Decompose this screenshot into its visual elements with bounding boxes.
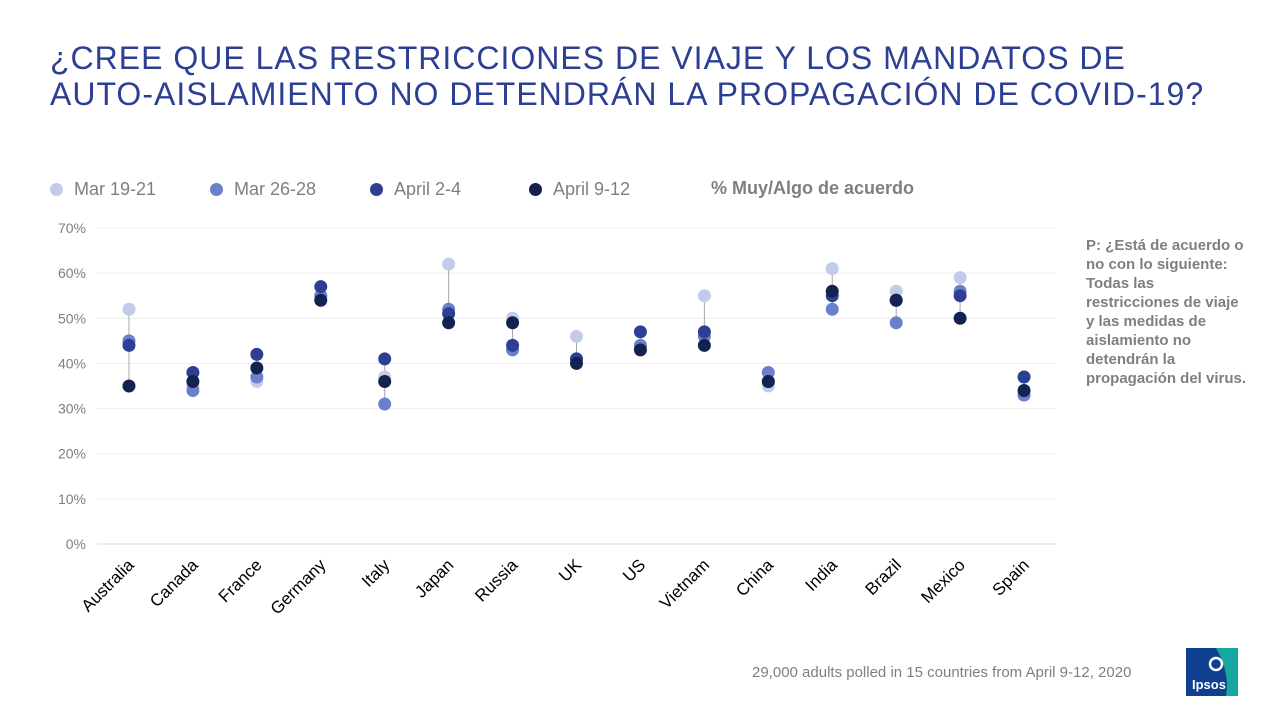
legend-item-april-2-4: April 2-4 [370, 178, 461, 200]
data-point-april-9-12-india [825, 284, 839, 298]
legend-marker [370, 182, 383, 196]
data-point-mar-26-28-france [250, 370, 264, 384]
data-point-april-9-12-italy [378, 374, 392, 388]
logo-text: Ipsos [1192, 677, 1226, 692]
data-point-april-2-4-vietnam [697, 325, 711, 339]
x-tick-label: Germany [267, 555, 330, 618]
x-tick-label: Brazil [861, 555, 904, 598]
data-point-april-9-12-china [761, 374, 775, 388]
x-tick-label: US [619, 555, 649, 585]
legend-label: Mar 26-28 [234, 178, 317, 199]
legend-item-mar-19-21: Mar 19-21 [50, 178, 156, 200]
x-tick-label: France [215, 555, 266, 606]
data-point-april-2-4-spain [1017, 370, 1031, 384]
x-tick-label: India [802, 555, 842, 595]
y-tick-label: 70% [58, 220, 86, 236]
x-tick-label: Mexico [917, 555, 969, 607]
logo-mark [1208, 656, 1224, 672]
y-tick-label: 30% [58, 401, 86, 417]
data-point-april-9-12-spain [1017, 384, 1031, 398]
legend-measure-note: % Muy/Algo de acuerdo [711, 178, 915, 198]
data-point-mar-19-21-japan [442, 257, 456, 271]
data-point-april-2-4-mexico [953, 289, 967, 303]
data-point-april-2-4-italy [378, 352, 392, 366]
data-point-april-2-4-canada [186, 365, 200, 379]
legend-label: Mar 19-21 [74, 178, 157, 199]
data-point-april-9-12-japan [442, 316, 456, 330]
data-point-mar-26-28-italy [378, 397, 392, 411]
data-point-april-2-4-australia [122, 338, 136, 352]
data-point-april-2-4-us [633, 325, 647, 339]
data-point-april-9-12-uk [570, 356, 583, 370]
x-tick-label: UK [555, 555, 586, 586]
data-point-mar-19-21-mexico [953, 271, 967, 285]
legend-marker [50, 182, 63, 196]
data-point-april-9-12-australia [122, 379, 136, 393]
data-point-mar-19-21-india [825, 262, 839, 276]
data-point-april-9-12-germany [314, 293, 328, 307]
legend-label: April 9-12 [553, 178, 631, 199]
legend-item-april-9-12: April 9-12 [529, 178, 630, 200]
x-tick-label: Spain [989, 555, 1033, 599]
legend-label: April 2-4 [394, 178, 462, 199]
data-point-april-9-12-mexico [953, 311, 967, 325]
source-note: 29,000 adults polled in 15 countries fro… [752, 664, 1132, 681]
data-point-april-2-4-japan [442, 307, 456, 321]
data-point-mar-26-28-china [761, 365, 775, 379]
data-point-april-9-12-brazil [889, 293, 903, 307]
y-tick-label: 20% [58, 446, 86, 462]
x-tick-label: Russia [471, 555, 522, 606]
data-point-april-9-12-russia [506, 316, 520, 330]
data-point-mar-26-28-brazil [889, 316, 903, 330]
ipsos-logo: Ipsos [1186, 648, 1238, 696]
legend-marker [210, 182, 223, 196]
x-tick-label: China [732, 555, 777, 600]
data-point-april-2-4-germany [314, 280, 328, 294]
y-tick-label: 50% [58, 310, 86, 326]
logo-accent [1216, 648, 1238, 696]
survey-question: P: ¿Está de acuerdo o no con lo siguient… [1086, 237, 1247, 387]
data-point-april-9-12-france [250, 361, 264, 375]
data-point-april-2-4-russia [506, 338, 520, 352]
data-point-mar-19-21-uk [570, 329, 583, 343]
x-tick-label: Italy [358, 555, 394, 591]
y-tick-label: 0% [66, 536, 86, 552]
y-tick-label: 10% [58, 491, 86, 507]
data-point-mar-19-21-brazil [889, 284, 903, 298]
x-tick-label: Vietnam [656, 555, 713, 612]
x-tick-label: Canada [146, 555, 202, 611]
data-point-april-9-12-vietnam [697, 338, 711, 352]
x-tick-label: Australia [78, 555, 139, 616]
data-point-april-9-12-us [633, 343, 647, 357]
data-point-mar-19-21-vietnam [697, 289, 711, 303]
chart-title-line-2: AUTO-AISLAMIENTO NO DETENDRÁN LA PROPAGA… [50, 76, 1205, 112]
data-point-april-2-4-france [250, 347, 264, 361]
chart-title: ¿CREE QUE LAS RESTRICCIONES DE VIAJE Y L… [50, 40, 1250, 112]
y-tick-label: 60% [58, 265, 86, 281]
data-point-mar-26-28-canada [186, 384, 200, 398]
y-tick-label: 40% [58, 355, 86, 371]
data-point-mar-19-21-australia [122, 302, 136, 316]
legend-marker [529, 182, 542, 196]
legend-item-mar-26-28: Mar 26-28 [210, 178, 316, 200]
data-point-mar-26-28-india [825, 302, 839, 316]
data-point-april-9-12-canada [186, 374, 200, 388]
x-tick-label: Japan [411, 555, 457, 601]
chart-title-line-1: ¿CREE QUE LAS RESTRICCIONES DE VIAJE Y L… [50, 40, 1126, 76]
